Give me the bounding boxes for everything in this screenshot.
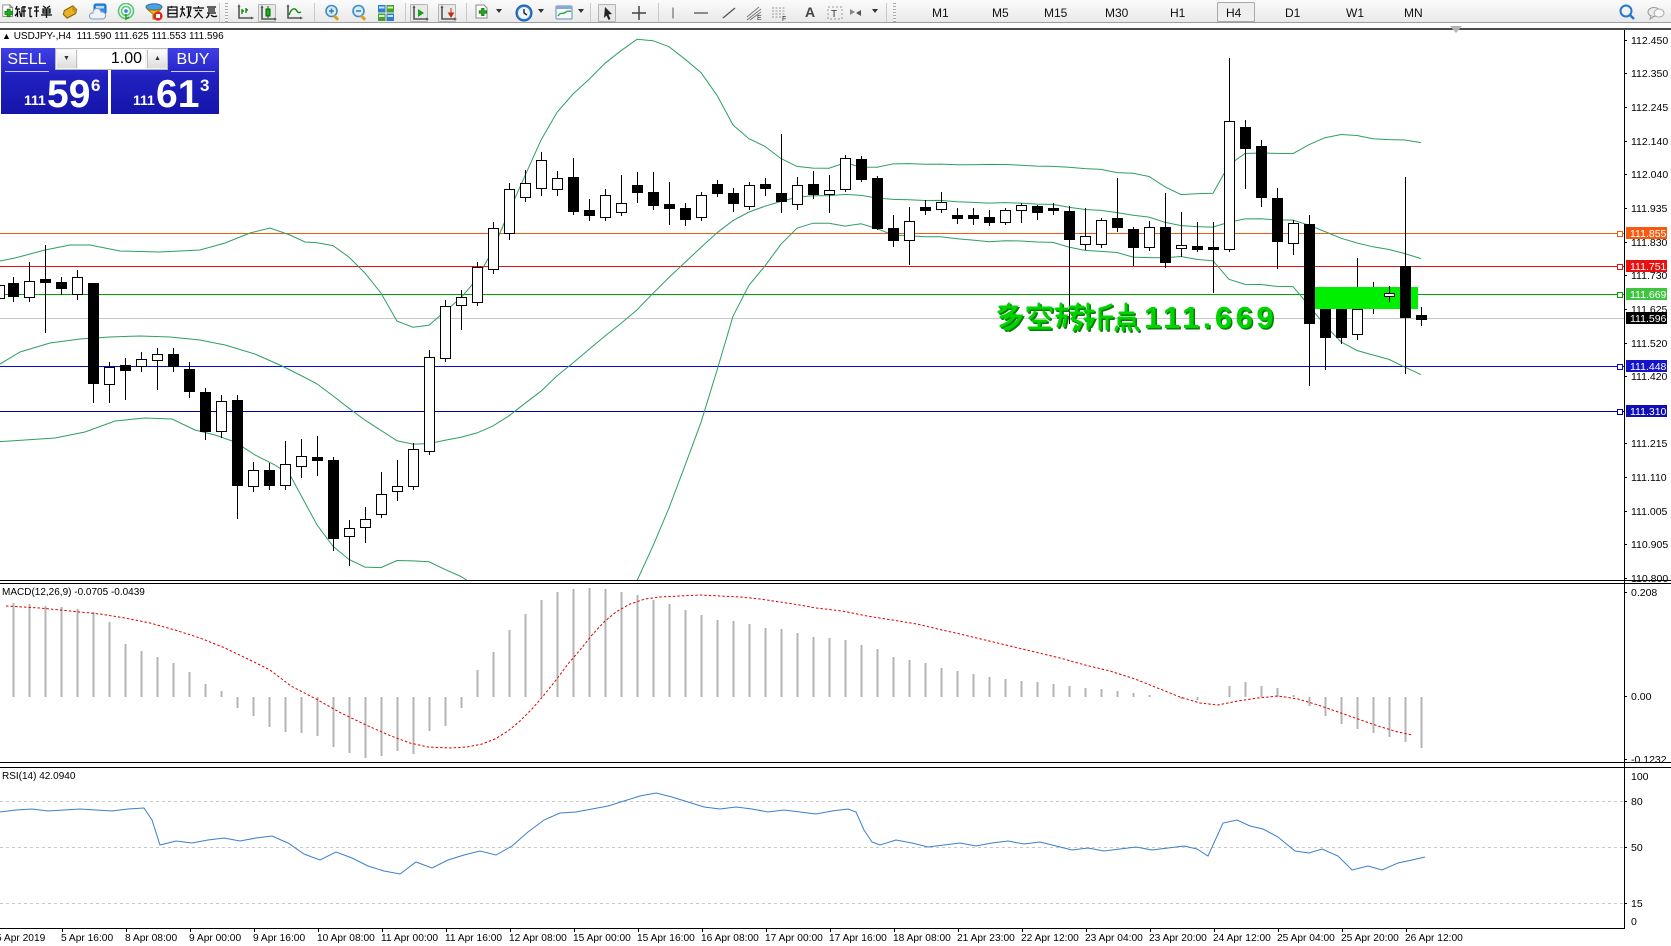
svg-text:18 Apr 08:00: 18 Apr 08:00 bbox=[893, 933, 951, 944]
svg-text:112.350: 112.350 bbox=[1631, 68, 1668, 80]
svg-text:25 Apr 04:00: 25 Apr 04:00 bbox=[1277, 933, 1335, 944]
svg-text:17 Apr 16:00: 17 Apr 16:00 bbox=[829, 933, 887, 944]
svg-text:0.00: 0.00 bbox=[1631, 691, 1652, 703]
svg-text:15 Apr 16:00: 15 Apr 16:00 bbox=[637, 933, 695, 944]
svg-text:0.208: 0.208 bbox=[1631, 587, 1657, 599]
svg-text:111.005: 111.005 bbox=[1631, 506, 1668, 518]
svg-text:10 Apr 08:00: 10 Apr 08:00 bbox=[317, 933, 375, 944]
svg-text:112.140: 112.140 bbox=[1631, 136, 1668, 148]
svg-text:112.245: 112.245 bbox=[1631, 102, 1668, 114]
svg-text:5 Apr 2019: 5 Apr 2019 bbox=[0, 933, 46, 944]
svg-text:111.310: 111.310 bbox=[1630, 406, 1667, 418]
svg-text:111.935: 111.935 bbox=[1631, 203, 1668, 215]
svg-text:9 Apr 16:00: 9 Apr 16:00 bbox=[253, 933, 305, 944]
svg-text:111.420: 111.420 bbox=[1631, 371, 1668, 383]
svg-text:111.830: 111.830 bbox=[1631, 237, 1668, 249]
svg-text:12 Apr 08:00: 12 Apr 08:00 bbox=[509, 933, 567, 944]
svg-text:8 Apr 08:00: 8 Apr 08:00 bbox=[125, 933, 177, 944]
svg-text:22 Apr 12:00: 22 Apr 12:00 bbox=[1021, 933, 1079, 944]
svg-text:100: 100 bbox=[1631, 771, 1649, 783]
svg-text:111.669: 111.669 bbox=[1144, 300, 1277, 335]
svg-text:111.520: 111.520 bbox=[1631, 338, 1668, 350]
svg-text:24 Apr 12:00: 24 Apr 12:00 bbox=[1213, 933, 1271, 944]
svg-text:E: E bbox=[757, 15, 762, 22]
svg-text:F: F bbox=[782, 16, 786, 22]
svg-text:T: T bbox=[831, 9, 837, 20]
svg-text:11 Apr 00:00: 11 Apr 00:00 bbox=[381, 933, 438, 944]
svg-text:110.905: 110.905 bbox=[1631, 539, 1668, 551]
svg-text:RSI(14) 42.0940: RSI(14) 42.0940 bbox=[2, 771, 76, 782]
svg-text:9 Apr 00:00: 9 Apr 00:00 bbox=[189, 933, 241, 944]
svg-text:112.040: 112.040 bbox=[1631, 169, 1668, 181]
svg-text:16 Apr 08:00: 16 Apr 08:00 bbox=[701, 933, 759, 944]
svg-text:111.596: 111.596 bbox=[1630, 313, 1667, 325]
svg-text:80: 80 bbox=[1631, 796, 1643, 808]
svg-text:23 Apr 20:00: 23 Apr 20:00 bbox=[1149, 933, 1207, 944]
svg-text:111.215: 111.215 bbox=[1631, 438, 1668, 450]
svg-text:MACD(12,26,9) -0.0705 -0.0439: MACD(12,26,9) -0.0705 -0.0439 bbox=[2, 587, 145, 598]
svg-text:111.448: 111.448 bbox=[1630, 361, 1667, 373]
svg-text:26 Apr 12:00: 26 Apr 12:00 bbox=[1405, 933, 1463, 944]
svg-text:111.855: 111.855 bbox=[1630, 228, 1667, 240]
svg-text:23 Apr 04:00: 23 Apr 04:00 bbox=[1085, 933, 1143, 944]
svg-text:111.669: 111.669 bbox=[1630, 289, 1667, 301]
svg-text:50: 50 bbox=[1631, 842, 1643, 854]
svg-text:111.730: 111.730 bbox=[1631, 270, 1668, 282]
svg-text:112.450: 112.450 bbox=[1631, 35, 1668, 47]
svg-text:21 Apr 23:00: 21 Apr 23:00 bbox=[957, 933, 1015, 944]
svg-text:111.669: 111.669 bbox=[1146, 302, 1279, 337]
svg-text:111.110: 111.110 bbox=[1631, 472, 1667, 484]
svg-text:0: 0 bbox=[1631, 916, 1637, 928]
svg-text:110.800: 110.800 bbox=[1631, 573, 1668, 585]
svg-text:111.751: 111.751 bbox=[1630, 261, 1667, 273]
svg-text:15: 15 bbox=[1631, 898, 1643, 910]
svg-text:15 Apr 00:00: 15 Apr 00:00 bbox=[573, 933, 631, 944]
svg-text:5 Apr 16:00: 5 Apr 16:00 bbox=[61, 933, 113, 944]
svg-text:17 Apr 00:00: 17 Apr 00:00 bbox=[765, 933, 823, 944]
svg-text:-0.1232: -0.1232 bbox=[1631, 754, 1667, 766]
svg-text:11 Apr 16:00: 11 Apr 16:00 bbox=[445, 933, 502, 944]
svg-text:25 Apr 20:00: 25 Apr 20:00 bbox=[1341, 933, 1399, 944]
